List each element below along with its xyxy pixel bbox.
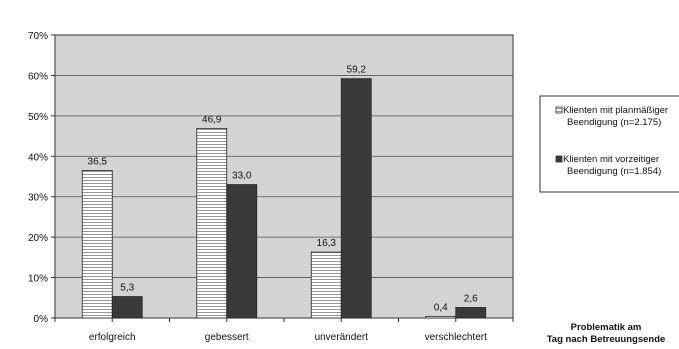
x-tick-label: unverändert	[315, 332, 369, 343]
bar-value-label: 16,3	[317, 238, 337, 249]
bar-value-label: 46,9	[202, 114, 222, 125]
legend-box	[539, 95, 679, 193]
y-tick-label: 60%	[28, 71, 48, 82]
x-axis: erfolgreich gebessert unverändert verschlec…	[54, 318, 514, 343]
bar-planmaessig	[81, 170, 113, 319]
legend-label-vorzeitig-line1: Klienten mit vorzeitiger	[563, 154, 659, 165]
legend-label-planmaessig-line2: Beendigung (n=2.175)	[567, 117, 661, 128]
x-axis-title-line1: Problematik am	[571, 322, 642, 333]
bar-value-label: 5,3	[120, 283, 134, 294]
bar-labels: 36,5 5,3 46,9 33,0 16,3 59,2 0,4 2,6	[88, 65, 479, 314]
plot-area	[54, 34, 514, 319]
bar-value-label: 36,5	[88, 156, 108, 167]
bar-planmaessig	[425, 315, 457, 319]
y-axis: 0% 10% 20% 30% 40% 50% 60% 70%	[28, 31, 55, 325]
bar-value-label: 33,0	[232, 171, 252, 182]
bar-value-label: 2,6	[464, 293, 478, 304]
bar-value-label: 59,2	[347, 65, 367, 76]
bar-value-label: 0,4	[434, 302, 448, 313]
y-tick-label: 20%	[28, 233, 48, 244]
bars	[81, 78, 487, 319]
x-tick-label: gebessert	[205, 332, 249, 343]
bar-vorzeitig	[226, 184, 258, 319]
legend-swatch-planmaessig	[555, 106, 563, 114]
y-tick-label: 30%	[28, 193, 48, 204]
y-tick-label: 10%	[28, 274, 48, 285]
y-tick-label: 40%	[28, 152, 48, 163]
legend-swatch-vorzeitig	[555, 155, 563, 163]
bar-vorzeitig	[340, 78, 372, 319]
y-tick-label: 50%	[28, 112, 48, 123]
bar-planmaessig	[310, 251, 342, 319]
y-tick-label: 0%	[34, 314, 49, 325]
bar-vorzeitig	[455, 307, 487, 319]
bar-vorzeitig	[111, 296, 143, 319]
y-tick-label: 70%	[28, 31, 48, 42]
bar-planmaessig	[196, 127, 228, 319]
gridlines	[55, 75, 513, 278]
x-tick-label: erfolgreich	[89, 332, 136, 343]
x-axis-title-line2: Tag nach Betreuungsende	[547, 334, 666, 345]
legend: Klienten mit planmäßiger Beendigung (n=2…	[539, 95, 679, 193]
x-tick-label: verschlechtert	[425, 332, 487, 343]
legend-label-vorzeitig-line2: Beendigung (n=1.854)	[567, 166, 661, 177]
legend-label-planmaessig-line1: Klienten mit planmäßiger	[563, 105, 668, 116]
